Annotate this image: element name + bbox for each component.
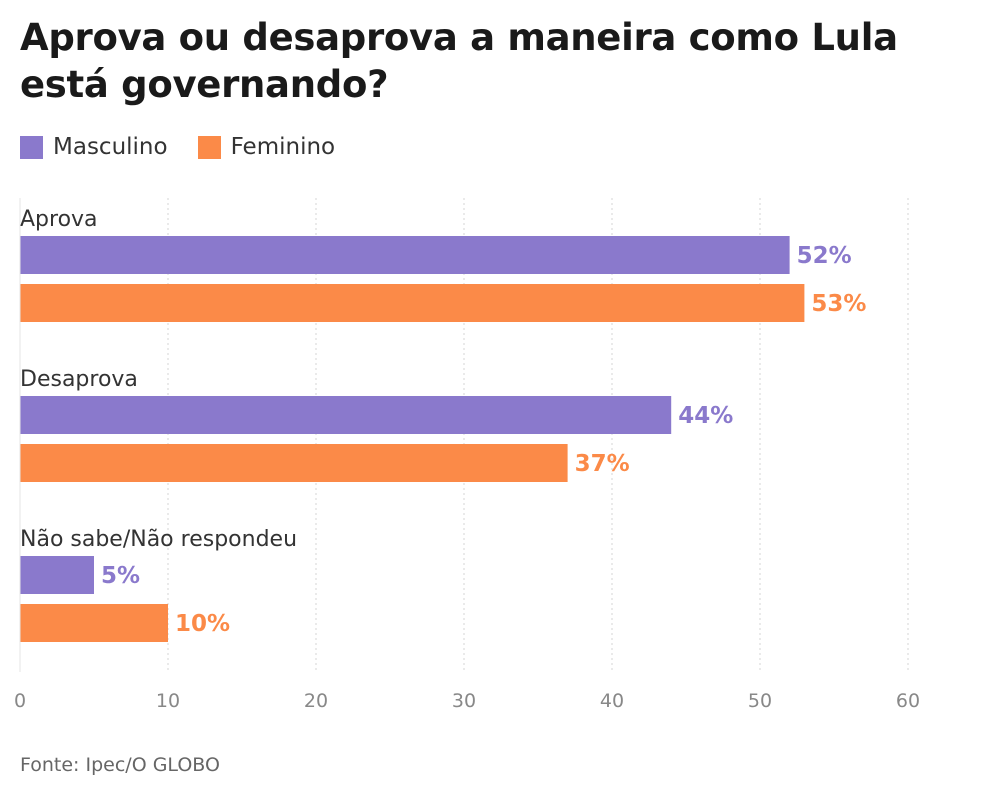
legend: Masculino Feminino [20, 134, 365, 160]
bar-masculino [20, 556, 94, 594]
category-label: Não sabe/Não respondeu [20, 527, 297, 552]
bar-feminino [20, 444, 568, 482]
category-label: Aprova [20, 207, 98, 232]
x-tick-label: 40 [600, 690, 624, 712]
source-note: Fonte: Ipec/O GLOBO [20, 754, 220, 776]
legend-label-feminino: Feminino [230, 134, 336, 160]
value-label-feminino: 53% [811, 291, 866, 317]
chart-title: Aprova ou desaprova a maneira como Lula … [20, 16, 898, 106]
x-tick-label: 60 [896, 690, 920, 712]
value-label-feminino: 37% [575, 451, 630, 477]
x-tick-label: 20 [304, 690, 328, 712]
legend-swatch-feminino [197, 135, 221, 159]
value-label-masculino: 5% [101, 563, 140, 589]
value-label-feminino: 10% [175, 611, 230, 637]
value-label-masculino: 52% [797, 243, 852, 269]
bar-masculino [20, 396, 672, 434]
bar-masculino [20, 236, 790, 274]
x-tick-label: 50 [748, 690, 772, 712]
value-label-masculino: 44% [678, 403, 733, 429]
legend-item-feminino: Feminino [197, 134, 336, 160]
x-tick-label: 0 [14, 690, 26, 712]
bar-feminino [20, 284, 805, 322]
bar-chart: Aprova 52% 53% Desaprova 44% 37% Não sabe/Não … [14, 198, 920, 712]
category-label: Desaprova [20, 367, 138, 392]
bar-feminino [20, 604, 168, 642]
x-tick-label: 10 [156, 690, 180, 712]
legend-swatch-masculino [20, 135, 43, 159]
x-tick-label: 30 [452, 690, 476, 712]
legend-item-masculino: Masculino [20, 134, 168, 160]
legend-label-masculino: Masculino [53, 134, 168, 160]
